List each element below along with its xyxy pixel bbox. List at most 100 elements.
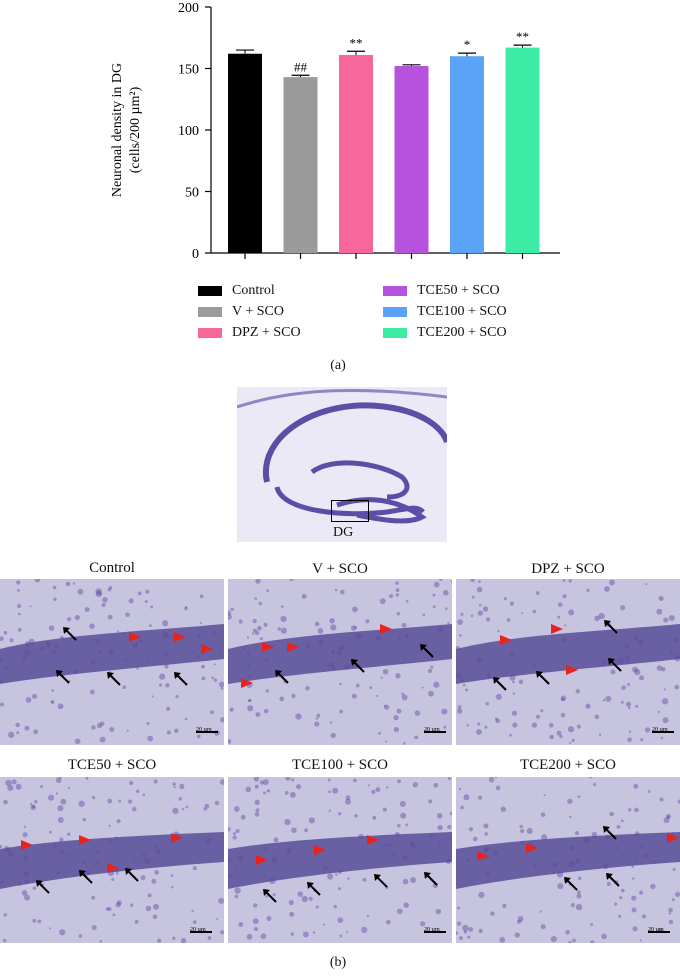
cell-dot — [478, 580, 481, 584]
cell-dot — [181, 808, 185, 811]
cell-dot — [112, 913, 116, 917]
cell-dot — [409, 840, 414, 846]
cell-dot — [23, 825, 27, 828]
cell-dot — [609, 579, 615, 586]
cell-dot — [328, 661, 335, 668]
scale-bar: 20 µm — [652, 727, 674, 733]
cell-dot — [399, 800, 406, 807]
cell-dot — [593, 783, 597, 787]
micrograph-tce50-sco: 20 µm — [0, 777, 224, 943]
cell-dot — [640, 738, 644, 742]
cell-dot — [594, 714, 600, 720]
cell-dot — [254, 799, 260, 806]
cell-dot — [125, 612, 130, 618]
cell-dot — [99, 592, 102, 596]
cell-dot — [331, 650, 335, 655]
cell-dot — [17, 588, 20, 592]
cell-dot — [180, 938, 187, 943]
caption-a: (a) — [330, 358, 346, 373]
cell-dot — [598, 733, 602, 737]
red-arrowhead-icon — [21, 840, 33, 850]
cell-dot — [91, 795, 96, 800]
cell-dot — [387, 843, 392, 848]
cell-dot — [219, 779, 224, 785]
cell-dot — [166, 706, 171, 711]
cell-dot — [316, 713, 321, 718]
cell-dot — [433, 782, 439, 788]
black-arrow-shaft — [376, 876, 388, 888]
cell-dot — [462, 924, 469, 932]
black-arrow-shaft — [277, 672, 289, 684]
cell-dot — [401, 855, 408, 861]
cell-dot — [456, 931, 459, 935]
cell-dot — [671, 898, 675, 902]
granule-cell-layer — [0, 832, 224, 889]
cell-dot — [132, 643, 138, 649]
cell-dot — [539, 910, 542, 913]
legend-swatch — [198, 328, 222, 338]
cell-dot — [656, 665, 663, 671]
cell-dot — [478, 928, 483, 934]
cell-dot — [458, 787, 462, 791]
cell-dot — [197, 634, 201, 638]
cell-dot — [322, 923, 325, 926]
cell-dot — [74, 738, 81, 745]
cell-dot — [631, 865, 635, 869]
cell-dot — [575, 903, 583, 911]
cell-dot — [49, 830, 52, 834]
cell-dot — [207, 936, 212, 940]
cell-dot — [107, 907, 112, 912]
cell-dot — [172, 936, 176, 941]
cell-dot — [616, 824, 621, 829]
cell-dot — [663, 688, 666, 691]
black-arrow-shaft — [109, 674, 121, 686]
black-arrow-shaft — [309, 884, 321, 896]
cell-dot — [500, 806, 507, 812]
cell-dot — [235, 828, 240, 834]
cell-dot — [660, 736, 664, 740]
cell-dot — [102, 597, 108, 603]
red-arrowhead-icon — [287, 642, 299, 652]
cell-dot — [273, 837, 279, 843]
cell-dot — [352, 606, 358, 613]
cell-dot — [402, 878, 409, 885]
cell-dot — [174, 728, 179, 734]
cell-dot — [140, 875, 146, 881]
cell-dot — [240, 814, 246, 820]
cell-dot — [561, 638, 566, 643]
cell-dot — [484, 832, 488, 836]
cell-dot — [562, 579, 566, 582]
cell-dot — [488, 777, 495, 783]
cell-dot — [328, 809, 331, 812]
cell-dot — [29, 605, 32, 608]
cell-dot — [118, 799, 122, 803]
cell-dot — [184, 605, 188, 609]
red-arrowhead-icon — [477, 851, 489, 861]
cell-dot — [576, 893, 582, 899]
red-arrowhead-icon — [79, 835, 91, 845]
cell-dot — [470, 579, 475, 583]
cell-dot — [557, 602, 563, 608]
cell-dot — [57, 817, 64, 824]
red-arrowhead-icon — [174, 632, 186, 642]
cell-dot — [467, 935, 471, 939]
red-arrowhead-icon — [262, 642, 274, 652]
cell-dot — [34, 800, 38, 804]
cell-dot — [401, 622, 407, 628]
cell-dot — [246, 663, 250, 667]
cell-dot — [633, 783, 639, 789]
y-axis-label-line1: Neuronal density in DG — [110, 63, 125, 197]
cell-dot — [162, 632, 169, 639]
cell-dot — [126, 729, 129, 732]
cell-dot — [484, 725, 488, 729]
cell-dot — [192, 920, 197, 925]
cell-dot — [67, 853, 71, 857]
cell-dot — [154, 870, 159, 875]
cell-dot — [269, 877, 276, 885]
cell-dot — [262, 779, 269, 786]
cell-dot — [620, 700, 624, 704]
cell-dot — [254, 597, 258, 600]
cell-dot — [429, 834, 434, 839]
black-arrow-shaft — [65, 629, 77, 641]
cell-dot — [468, 827, 474, 832]
